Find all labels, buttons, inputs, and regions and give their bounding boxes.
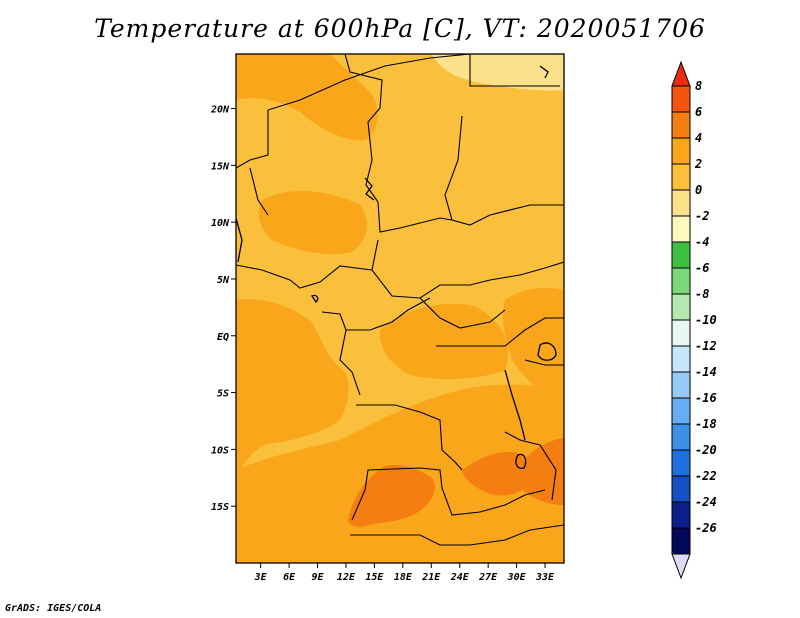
colorbar-label: -24: [695, 495, 717, 509]
lon-tick-label: 9E: [312, 572, 325, 583]
colorbar-swatch: [671, 345, 691, 373]
colorbar-label: -4: [695, 235, 709, 249]
colorbar-label: -10: [695, 313, 717, 327]
colorbar-label: -18: [695, 417, 717, 431]
field-warm-east: [502, 288, 564, 400]
field-warm-west-coast: [236, 299, 349, 480]
lon-tick-label: 3E: [254, 572, 268, 583]
colorbar-swatch: [671, 527, 691, 555]
field-cool-sahara: [432, 54, 564, 91]
lat-tick-label: 10S: [211, 445, 229, 456]
colorbar-swatch: [671, 371, 691, 399]
lon-tick-label: 27E: [478, 572, 498, 583]
lon-tick-label: 12E: [337, 572, 356, 583]
colorbar-top-arrow: [671, 60, 691, 87]
lon-tick-label: 15E: [365, 572, 384, 583]
lon-tick-label: 21E: [421, 572, 441, 583]
colorbar-swatch: [671, 501, 691, 529]
colorbar-swatch: [671, 475, 691, 503]
colorbar-label: -6: [695, 261, 709, 275]
lat-tick-label: EQ: [217, 332, 229, 343]
lakes-coastlines: [236, 65, 557, 470]
map-title: Temperature at 600hPa [C], VT: 202005170…: [94, 14, 706, 43]
lon-tick-label: 30E: [507, 572, 527, 583]
colorbar-swatch: [671, 163, 691, 191]
colorbar-label: 0: [695, 183, 702, 197]
colorbar-label: -20: [695, 443, 717, 457]
colorbar-label: 6: [695, 105, 702, 119]
colorbar-swatch: [671, 111, 691, 139]
colorbar-swatch: [671, 449, 691, 477]
colorbar-swatch: [671, 85, 691, 113]
colorbar-label: -16: [695, 391, 717, 405]
colorbar-swatch: [671, 189, 691, 217]
field-hot-zambia: [462, 451, 530, 496]
colorbar-swatch: [671, 241, 691, 269]
field-hot-malawi: [514, 438, 564, 505]
colorbar-bottom-arrow: [671, 553, 691, 580]
lon-tick-label: 24E: [450, 572, 470, 583]
colorbar-label: -12: [695, 339, 717, 353]
field-warm-sahel: [258, 190, 367, 255]
lat-tick-label: 15N: [211, 161, 230, 172]
grads-credit: GrADS: IGES/COLA: [5, 603, 102, 614]
lat-tick-label: 10N: [211, 218, 230, 229]
field-warm-central: [379, 303, 509, 380]
map-frame: [235, 53, 565, 564]
colorbar-swatch: [671, 293, 691, 321]
colorbar-label: -14: [695, 365, 717, 379]
lon-tick-label: 33E: [535, 572, 555, 583]
lon-tick-label: 6E: [283, 572, 296, 583]
colorbar-swatch: [671, 397, 691, 425]
longitude-axis: 3E 6E 9E 12E 15E 18E 21E 24E 27E 30E 33E: [254, 563, 555, 583]
lat-tick-label: 5S: [217, 389, 229, 400]
colorbar-swatch: [671, 267, 691, 295]
lon-tick-label: 18E: [394, 572, 413, 583]
lat-tick-label: 5N: [217, 275, 230, 286]
colorbar-label: 4: [695, 131, 702, 145]
colorbar-label: -22: [695, 469, 717, 483]
country-borders: [236, 54, 564, 546]
colorbar-label: -26: [695, 521, 717, 535]
colorbar-swatch: [671, 319, 691, 347]
latitude-axis: 20N 15N 10N 5N EQ 5S 10S 15S: [210, 105, 236, 513]
colorbar-swatch: [671, 423, 691, 451]
temperature-field: [236, 54, 564, 563]
field-hot-angola: [348, 464, 435, 527]
lat-tick-label: 20N: [210, 105, 230, 116]
colorbar-swatch: [671, 137, 691, 165]
colorbar-swatch: [671, 215, 691, 243]
lat-tick-label: 15S: [211, 502, 229, 513]
colorbar-label: 8: [695, 79, 702, 93]
colorbar-label: -2: [695, 209, 709, 223]
colorbar-label: 2: [694, 157, 702, 171]
colorbar-label: -8: [695, 287, 709, 301]
colorbar: 8 6 4 2 0 -2 -4 -6 -8 -10 -12 -14 -16 -18 -20 -22 -24 -26: [671, 60, 717, 580]
